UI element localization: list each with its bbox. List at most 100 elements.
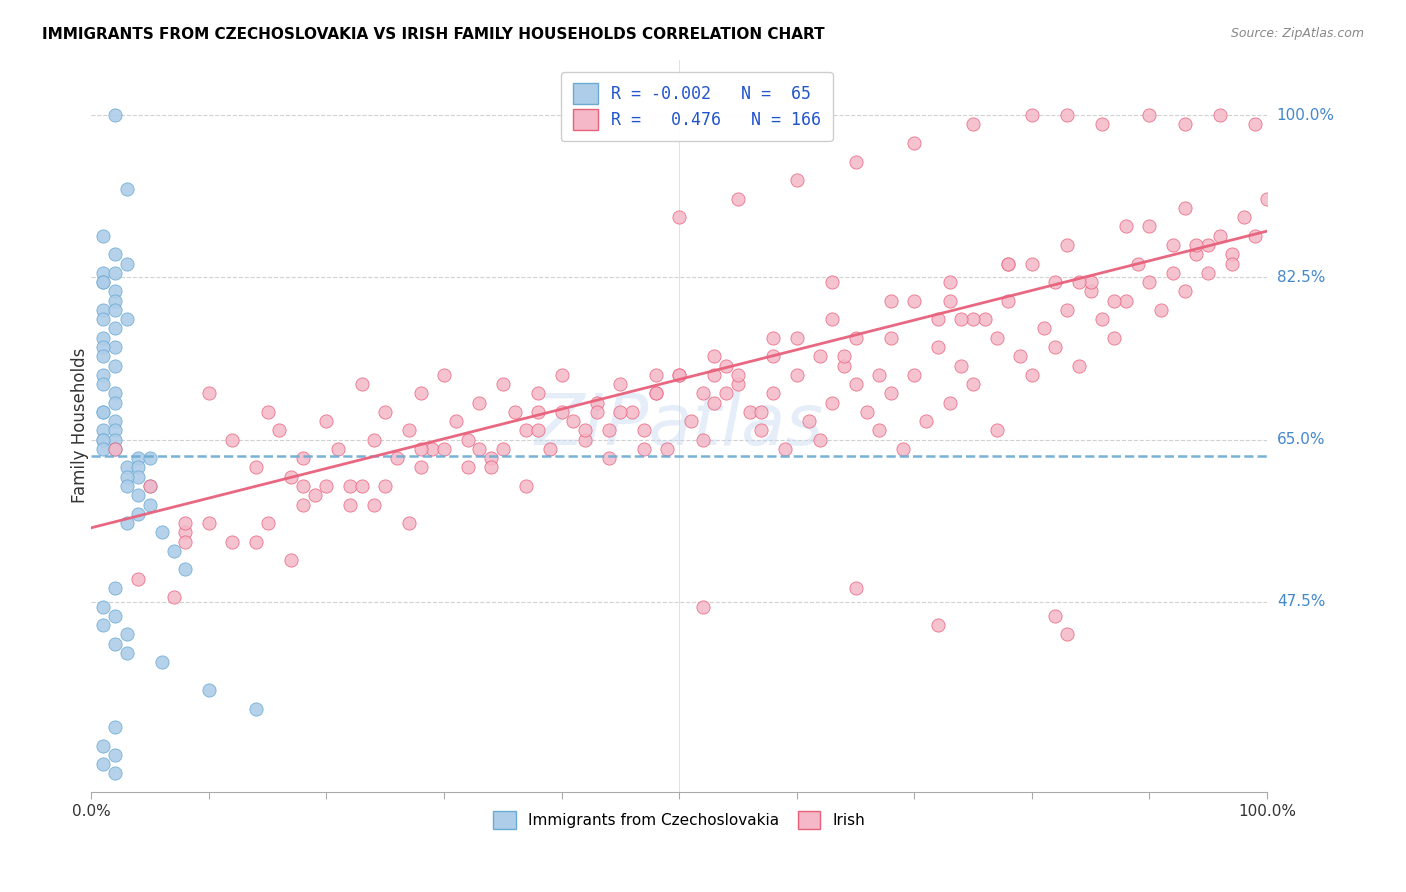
- Point: [104, 608, 127, 623]
- Point: [115, 646, 138, 660]
- Point: [91, 757, 114, 772]
- Point: [1150, 302, 1173, 317]
- Point: [433, 368, 456, 382]
- Point: [91, 433, 114, 447]
- Point: [91, 405, 114, 419]
- Point: [104, 285, 127, 299]
- Point: [1032, 321, 1054, 335]
- Point: [163, 544, 186, 558]
- Point: [703, 395, 725, 409]
- Text: 82.5%: 82.5%: [1277, 270, 1324, 285]
- Point: [808, 433, 831, 447]
- Point: [927, 340, 949, 354]
- Point: [1056, 627, 1078, 641]
- Point: [91, 349, 114, 363]
- Point: [880, 331, 903, 345]
- Point: [1115, 293, 1137, 308]
- Point: [1021, 368, 1043, 382]
- Point: [727, 192, 749, 206]
- Point: [256, 405, 278, 419]
- Point: [633, 424, 655, 438]
- Point: [468, 442, 491, 456]
- Point: [409, 442, 432, 456]
- Point: [479, 451, 502, 466]
- Point: [1021, 108, 1043, 122]
- Point: [104, 321, 127, 335]
- Point: [1067, 359, 1090, 373]
- Text: 65.0%: 65.0%: [1277, 433, 1326, 447]
- Point: [115, 312, 138, 326]
- Text: IMMIGRANTS FROM CZECHOSLOVAKIA VS IRISH FAMILY HOUSEHOLDS CORRELATION CHART: IMMIGRANTS FROM CZECHOSLOVAKIA VS IRISH …: [42, 27, 825, 42]
- Point: [104, 247, 127, 261]
- Point: [420, 442, 443, 456]
- Point: [1056, 108, 1078, 122]
- Point: [91, 312, 114, 326]
- Point: [280, 553, 302, 567]
- Point: [1185, 238, 1208, 252]
- Point: [328, 442, 350, 456]
- Point: [1185, 247, 1208, 261]
- Point: [716, 359, 738, 373]
- Point: [927, 312, 949, 326]
- Point: [104, 581, 127, 595]
- Point: [1139, 219, 1161, 234]
- Point: [198, 516, 221, 530]
- Point: [479, 460, 502, 475]
- Point: [91, 302, 114, 317]
- Point: [127, 572, 149, 586]
- Point: [973, 312, 995, 326]
- Point: [716, 386, 738, 401]
- Point: [104, 442, 127, 456]
- Point: [104, 720, 127, 734]
- Point: [844, 581, 866, 595]
- Point: [127, 507, 149, 521]
- Point: [609, 405, 631, 419]
- Point: [1102, 331, 1125, 345]
- Point: [115, 256, 138, 270]
- Point: [527, 424, 550, 438]
- Point: [938, 275, 960, 289]
- Point: [104, 340, 127, 354]
- Point: [962, 118, 984, 132]
- Point: [1010, 349, 1032, 363]
- Point: [762, 331, 785, 345]
- Text: Source: ZipAtlas.com: Source: ZipAtlas.com: [1230, 27, 1364, 40]
- Point: [1209, 108, 1232, 122]
- Point: [468, 395, 491, 409]
- Point: [997, 256, 1019, 270]
- Point: [104, 386, 127, 401]
- Point: [1067, 275, 1090, 289]
- Point: [657, 442, 679, 456]
- Point: [385, 451, 408, 466]
- Point: [786, 173, 808, 187]
- Point: [221, 433, 243, 447]
- Point: [515, 479, 537, 493]
- Point: [139, 498, 162, 512]
- Point: [339, 479, 361, 493]
- Point: [433, 442, 456, 456]
- Point: [727, 368, 749, 382]
- Point: [350, 377, 373, 392]
- Point: [374, 479, 396, 493]
- Point: [104, 395, 127, 409]
- Point: [927, 618, 949, 632]
- Point: [997, 293, 1019, 308]
- Point: [773, 442, 796, 456]
- Point: [1244, 228, 1267, 243]
- Point: [668, 368, 690, 382]
- Point: [104, 293, 127, 308]
- Point: [174, 562, 197, 576]
- Point: [903, 293, 925, 308]
- Point: [1174, 285, 1197, 299]
- Point: [492, 442, 515, 456]
- Point: [1232, 210, 1254, 224]
- Point: [986, 424, 1008, 438]
- Point: [115, 469, 138, 483]
- Point: [1256, 192, 1278, 206]
- Point: [1139, 108, 1161, 122]
- Point: [174, 525, 197, 540]
- Point: [1174, 201, 1197, 215]
- Text: 100.0%: 100.0%: [1277, 108, 1334, 123]
- Point: [598, 424, 620, 438]
- Point: [903, 136, 925, 150]
